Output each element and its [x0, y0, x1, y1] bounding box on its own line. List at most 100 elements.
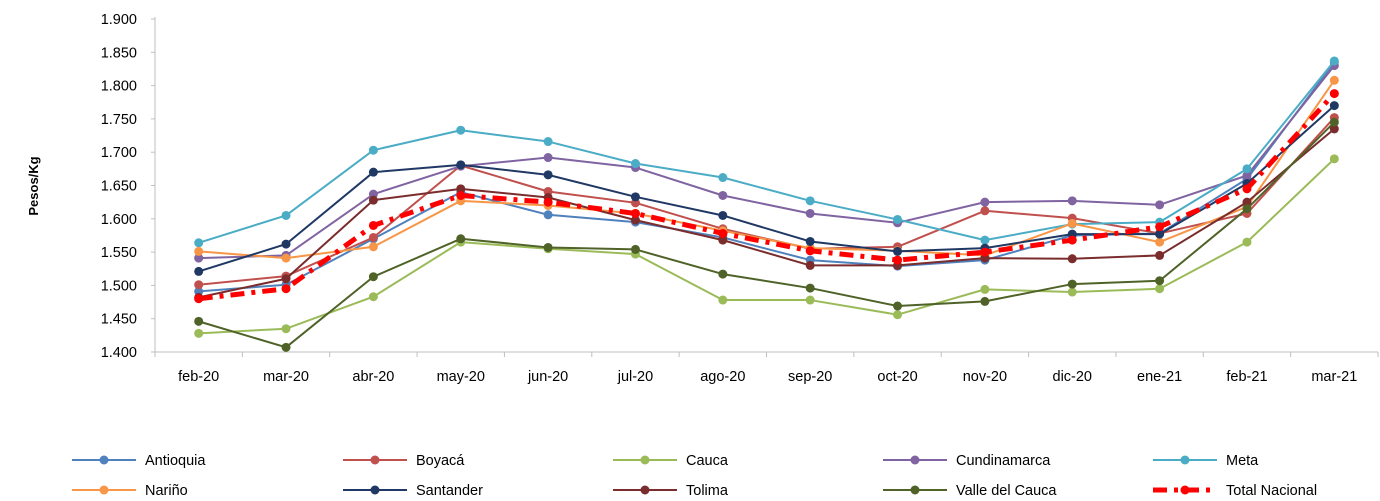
data-point — [282, 211, 291, 220]
series-nariño — [194, 76, 1339, 263]
y-tick-label: 1.550 — [101, 245, 137, 261]
data-point — [1242, 238, 1251, 247]
data-point — [1330, 56, 1339, 65]
data-point — [1330, 89, 1339, 98]
data-point — [1330, 154, 1339, 163]
data-point — [718, 211, 727, 220]
data-point — [544, 243, 553, 252]
legend-item: Tolima — [613, 483, 729, 499]
data-point — [1068, 236, 1077, 245]
data-point — [1242, 204, 1251, 213]
legend-marker — [641, 456, 650, 465]
data-point — [718, 173, 727, 182]
x-tick-label: jul-20 — [617, 369, 653, 385]
data-point — [980, 198, 989, 207]
data-point — [456, 234, 465, 243]
data-point — [282, 284, 291, 293]
data-point — [194, 329, 203, 338]
data-point — [456, 160, 465, 169]
data-point — [544, 210, 553, 219]
y-tick-label: 1.850 — [101, 45, 137, 61]
legend-marker — [911, 456, 920, 465]
data-point — [1068, 288, 1077, 297]
data-point — [980, 248, 989, 257]
series-valle-del-cauca — [194, 118, 1339, 352]
data-point — [369, 196, 378, 205]
legend-marker — [911, 486, 920, 495]
data-point — [631, 209, 640, 218]
data-point — [718, 296, 727, 305]
legend-marker — [371, 456, 380, 465]
data-point — [1155, 251, 1164, 260]
data-point — [369, 292, 378, 301]
data-point — [369, 168, 378, 177]
axes: 1.400 1.450 1.500 1.550 1.600 1.650 1.700 1.750… — [26, 12, 1378, 385]
legend-marker — [100, 456, 109, 465]
y-tick-label: 1.650 — [101, 179, 137, 195]
legend-item: Nariño — [72, 483, 188, 499]
data-point — [806, 209, 815, 218]
legend-marker — [100, 486, 109, 495]
data-point — [282, 324, 291, 333]
data-point — [980, 206, 989, 215]
data-point — [1330, 118, 1339, 127]
data-point — [806, 246, 815, 255]
data-point — [194, 280, 203, 289]
y-tick-label: 1.700 — [101, 145, 137, 161]
data-point — [718, 191, 727, 200]
series-boyacá — [194, 113, 1339, 289]
data-point — [1330, 76, 1339, 85]
y-tick-label: 1.500 — [101, 278, 137, 294]
legend-label: Cauca — [686, 453, 729, 469]
data-point — [1242, 164, 1251, 173]
data-point — [282, 343, 291, 352]
y-axis-title: Pesos/Kg — [26, 156, 41, 215]
y-tick-label: 1.750 — [101, 112, 137, 128]
data-point — [893, 310, 902, 319]
data-point — [194, 267, 203, 276]
y-tick-label: 1.450 — [101, 312, 137, 328]
x-tick-label: may-20 — [437, 369, 485, 385]
data-point — [1330, 101, 1339, 110]
x-tick-label: mar-20 — [263, 369, 309, 385]
data-point — [194, 238, 203, 247]
legend-item: Antioquia — [72, 453, 206, 469]
data-point — [1155, 200, 1164, 209]
data-point — [1068, 219, 1077, 228]
data-point — [369, 242, 378, 251]
legend-item: Cundinamarca — [883, 453, 1051, 469]
data-point — [282, 274, 291, 283]
x-tick-label: mar-21 — [1311, 369, 1357, 385]
legend-item: Total Nacional — [1153, 483, 1317, 499]
data-point — [544, 153, 553, 162]
legend-label: Tolima — [686, 483, 729, 499]
series-meta — [194, 56, 1339, 247]
series-antioquia — [194, 58, 1339, 296]
data-point — [1155, 238, 1164, 247]
data-point — [980, 285, 989, 294]
legend-label: Santander — [416, 483, 483, 499]
data-point — [282, 254, 291, 263]
data-point — [631, 192, 640, 201]
data-point — [456, 126, 465, 135]
legend-item: Valle del Cauca — [883, 483, 1057, 499]
y-tick-label: 1.800 — [101, 79, 137, 95]
data-point — [893, 247, 902, 256]
x-tick-label: ene-21 — [1137, 369, 1182, 385]
legend-item: Cauca — [613, 453, 729, 469]
data-point — [893, 302, 902, 311]
legend-label: Nariño — [145, 483, 188, 499]
data-point — [631, 245, 640, 254]
x-tick-label: feb-21 — [1226, 369, 1267, 385]
y-tick-label: 1.600 — [101, 212, 137, 228]
data-point — [282, 240, 291, 249]
x-tick-label: dic-20 — [1053, 369, 1093, 385]
data-point — [806, 261, 815, 270]
data-point — [980, 297, 989, 306]
data-point — [544, 170, 553, 179]
y-tick-label: 1.400 — [101, 345, 137, 361]
x-tick-label: abr-20 — [352, 369, 394, 385]
legend-label: Boyacá — [416, 453, 465, 469]
